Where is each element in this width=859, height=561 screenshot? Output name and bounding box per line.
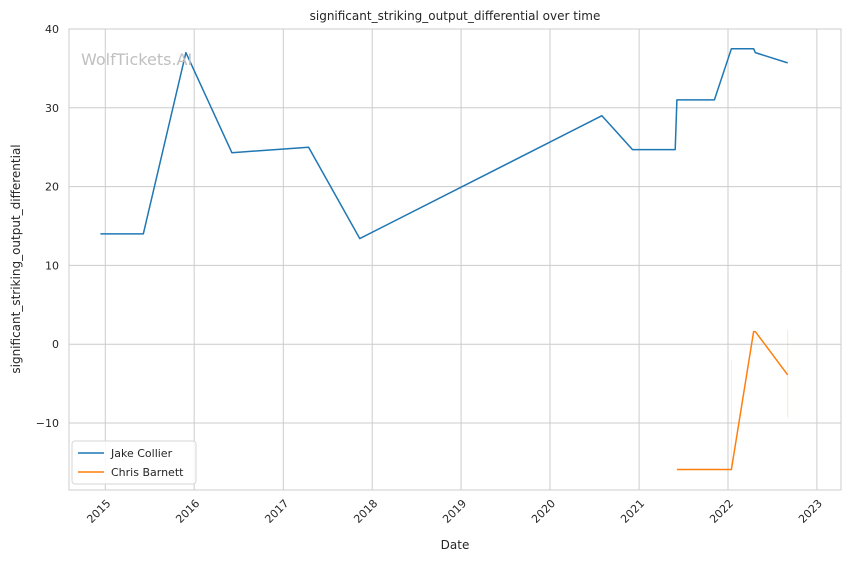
- y-tick-label: 10: [45, 259, 59, 272]
- grid: [69, 28, 841, 490]
- y-tick-label: 20: [45, 181, 59, 194]
- series-layer: [100, 47, 789, 471]
- y-tick-label: 30: [45, 102, 59, 115]
- x-tick-label: 2022: [707, 497, 736, 526]
- legend-label-jake-collier: Jake Collier: [110, 447, 173, 460]
- y-tick-label: 0: [52, 338, 59, 351]
- watermark: WolfTickets.AI: [81, 50, 192, 69]
- y-tick-label: 40: [45, 23, 59, 36]
- plot-frame: [68, 28, 842, 491]
- x-tick-label: 2016: [173, 497, 202, 526]
- plot-area: [69, 29, 841, 490]
- x-tick-label: 2017: [262, 497, 291, 526]
- legend: Jake Collier Chris Barnett: [71, 440, 197, 485]
- y-tick-label: −10: [36, 417, 59, 430]
- chart-title: significant_striking_output_differential…: [310, 9, 601, 23]
- legend-box: [71, 440, 197, 485]
- series-line-chris-barnett: [676, 330, 789, 471]
- x-tick-label: 2019: [440, 497, 469, 526]
- x-tick-label: 2018: [351, 497, 380, 526]
- x-tick-label: 2015: [84, 497, 113, 526]
- series-line-jake-collier: [100, 47, 788, 240]
- x-tick-label: 2021: [618, 497, 647, 526]
- x-axis-title: Date: [441, 538, 470, 552]
- y-axis-title: significant_striking_output_differential: [9, 144, 23, 373]
- x-tick-label: 2023: [796, 497, 825, 526]
- x-tick-label: 2020: [529, 497, 558, 526]
- legend-label-chris-barnett: Chris Barnett: [111, 466, 184, 479]
